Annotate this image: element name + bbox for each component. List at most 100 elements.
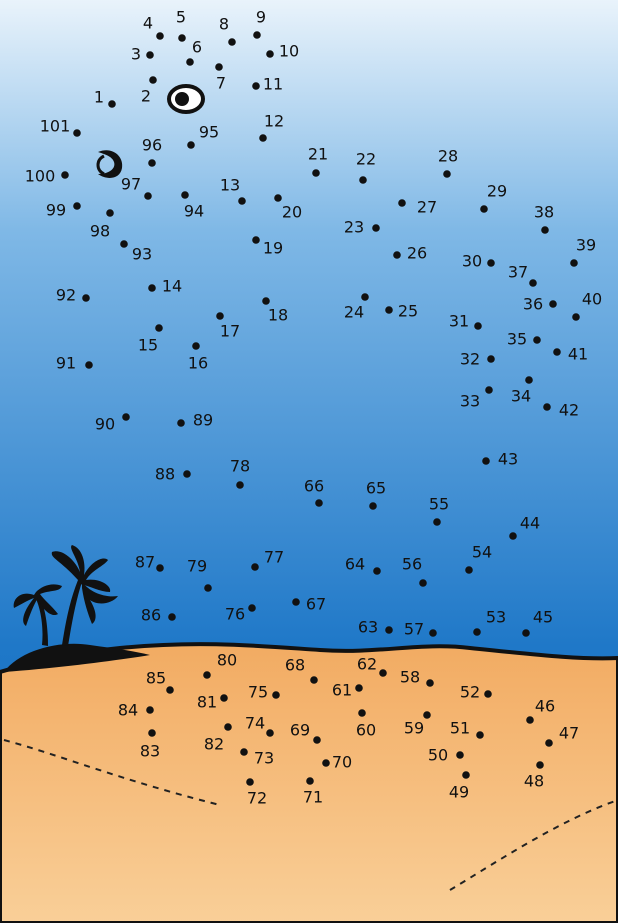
dot	[429, 629, 437, 637]
dot	[423, 711, 431, 719]
dot	[322, 759, 330, 767]
dot	[485, 386, 493, 394]
dot	[480, 205, 488, 213]
dot-number: 41	[568, 345, 588, 364]
dot-number: 74	[245, 714, 265, 733]
dot	[545, 739, 553, 747]
dot-number: 71	[303, 788, 323, 807]
dot	[168, 613, 176, 621]
dot	[246, 778, 254, 786]
dot	[522, 629, 530, 637]
dot-number: 69	[290, 721, 310, 740]
dot-number: 4	[143, 14, 153, 33]
dot	[433, 518, 441, 526]
dot	[373, 567, 381, 575]
dot-number: 7	[216, 74, 226, 93]
dot-number: 58	[400, 668, 420, 687]
dot-number: 100	[25, 167, 56, 186]
dot	[106, 209, 114, 217]
dot	[372, 224, 380, 232]
dot	[312, 169, 320, 177]
dot-number: 76	[225, 605, 245, 624]
dot	[252, 236, 260, 244]
dot-number: 11	[263, 75, 283, 94]
dot	[484, 690, 492, 698]
dot	[177, 419, 185, 427]
dot	[187, 141, 195, 149]
dot	[148, 284, 156, 292]
dot	[553, 348, 561, 356]
dot	[526, 716, 534, 724]
dot-number: 40	[582, 290, 602, 309]
dot-number: 78	[230, 457, 250, 476]
dot-number: 72	[247, 789, 267, 808]
dot	[149, 76, 157, 84]
dot	[385, 306, 393, 314]
dot-number: 87	[135, 553, 155, 572]
dot-number: 94	[184, 202, 204, 221]
dot-number: 19	[263, 239, 283, 258]
dot-number: 83	[140, 742, 160, 761]
dot-number: 75	[248, 683, 268, 702]
dot	[266, 729, 274, 737]
dot	[306, 777, 314, 785]
dot-number: 73	[254, 749, 274, 768]
dot-number: 18	[268, 306, 288, 325]
dot-number: 64	[345, 555, 365, 574]
dot	[266, 50, 274, 58]
dot-number: 92	[56, 286, 76, 305]
dot-number: 22	[356, 150, 376, 169]
dot-number: 32	[460, 350, 480, 369]
dot	[443, 170, 451, 178]
dot-number: 66	[304, 477, 324, 496]
dot	[262, 297, 270, 305]
dot-number: 17	[220, 322, 240, 341]
dot-number: 61	[332, 681, 352, 700]
dot-number: 47	[559, 724, 579, 743]
dot	[148, 159, 156, 167]
dot-number: 5	[176, 8, 186, 27]
dot-number: 48	[524, 772, 544, 791]
dot	[385, 626, 393, 634]
dot-number: 38	[534, 203, 554, 222]
dot-number: 42	[559, 401, 579, 420]
dot	[216, 312, 224, 320]
dot	[482, 457, 490, 465]
dot-number: 36	[523, 295, 543, 314]
dot-number: 39	[576, 236, 596, 255]
dot	[156, 32, 164, 40]
dot-number: 95	[199, 123, 219, 142]
dot-number: 33	[460, 392, 480, 411]
dot	[355, 684, 363, 692]
dot-number: 20	[282, 203, 302, 222]
dot-number: 29	[487, 182, 507, 201]
dot-number: 9	[256, 8, 266, 27]
dot	[462, 771, 470, 779]
dot	[203, 671, 211, 679]
dot-number: 55	[429, 495, 449, 514]
dot	[572, 313, 580, 321]
dot-number: 60	[356, 721, 376, 740]
dot	[85, 361, 93, 369]
dot	[253, 31, 261, 39]
dot-number: 13	[220, 176, 240, 195]
dot	[315, 499, 323, 507]
dot-number: 16	[188, 354, 208, 373]
dot	[361, 293, 369, 301]
dot	[240, 748, 248, 756]
dot-number: 85	[146, 669, 166, 688]
dot	[274, 194, 282, 202]
dot	[192, 342, 200, 350]
dot	[465, 566, 473, 574]
dot-number: 27	[417, 198, 437, 217]
dot-number: 45	[533, 608, 553, 627]
dot-number: 62	[357, 655, 377, 674]
dot	[379, 669, 387, 677]
dot	[61, 171, 69, 179]
dot	[166, 686, 174, 694]
dot	[144, 192, 152, 200]
dot-number: 89	[193, 411, 213, 430]
dot	[541, 226, 549, 234]
dot	[108, 100, 116, 108]
